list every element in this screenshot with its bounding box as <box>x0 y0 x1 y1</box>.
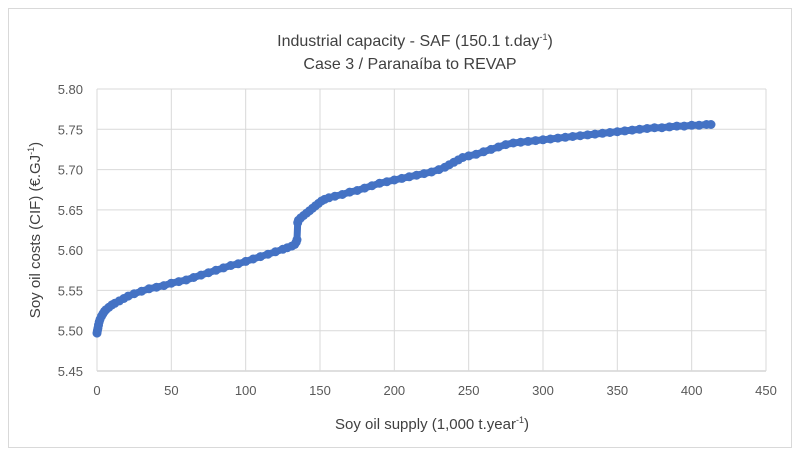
y-tick-label: 5.45 <box>58 364 83 379</box>
data-point <box>706 120 716 129</box>
data-point <box>493 142 503 152</box>
data-point <box>664 122 674 132</box>
x-tick-label: 400 <box>681 383 703 398</box>
data-point <box>605 128 615 137</box>
data-point <box>382 177 392 187</box>
data-point <box>137 286 147 296</box>
data-point <box>627 125 637 135</box>
y-tick-label: 5.55 <box>58 283 83 298</box>
data-point <box>635 124 645 134</box>
data-point <box>538 135 548 145</box>
y-axis-label: Soy oil costs (CIF) (€.GJ-1) <box>26 142 44 318</box>
data-point <box>226 261 236 270</box>
data-point <box>256 252 265 262</box>
x-tick-label: 0 <box>93 383 100 398</box>
data-point <box>523 136 533 146</box>
data-point <box>508 138 518 148</box>
data-point <box>397 173 407 183</box>
y-tick-label: 5.65 <box>58 203 83 218</box>
data-point <box>583 130 593 140</box>
x-axis-label: Soy oil supply (1,000 t.year-1) <box>335 415 529 433</box>
data-point <box>211 265 221 275</box>
data-point <box>486 144 496 154</box>
data-point <box>479 147 488 157</box>
x-tick-label: 150 <box>309 383 331 398</box>
data-point <box>233 259 243 269</box>
chart-frame <box>8 8 792 448</box>
y-tick-label: 5.60 <box>58 243 83 258</box>
data-point <box>144 284 154 294</box>
data-point <box>345 187 355 197</box>
x-tick-label: 300 <box>532 383 554 398</box>
data-point <box>471 149 481 159</box>
data-point <box>553 133 563 143</box>
data-point <box>360 183 370 193</box>
y-tick-label: 5.70 <box>58 163 83 178</box>
y-tick-labels: 5.45 5.50 5.55 5.60 5.65 5.70 5.75 5.80 <box>58 82 83 379</box>
x-tick-label: 450 <box>755 383 777 398</box>
data-point <box>181 275 191 285</box>
data-points <box>92 120 716 338</box>
data-point <box>590 129 600 139</box>
data-point <box>679 121 689 131</box>
data-point <box>375 178 384 188</box>
y-tick-label: 5.50 <box>58 324 83 339</box>
chart-title-line2: Case 3 / Paranaíba to REVAP <box>303 56 516 73</box>
y-tick-label: 5.80 <box>58 82 83 97</box>
data-point <box>189 273 199 282</box>
data-point <box>568 132 578 141</box>
data-point <box>598 128 607 138</box>
data-point <box>166 278 176 288</box>
x-tick-label: 50 <box>164 383 178 398</box>
data-point <box>389 175 399 185</box>
data-point <box>412 170 422 180</box>
data-point <box>427 167 436 177</box>
data-point <box>419 169 429 179</box>
x-tick-labels: 0 50 100 150 200 250 300 350 400 450 <box>93 383 776 398</box>
data-point <box>330 191 340 201</box>
data-point <box>501 140 511 150</box>
data-point <box>657 123 667 133</box>
data-point <box>292 235 302 245</box>
data-point <box>650 123 659 133</box>
data-point <box>263 249 273 259</box>
x-tick-label: 100 <box>235 383 257 398</box>
data-point <box>620 126 630 136</box>
chart-title-line1: Industrial capacity - SAF (150.1 t.day-1… <box>277 32 553 50</box>
data-point <box>174 277 184 287</box>
data-point <box>248 254 258 264</box>
data-point <box>129 289 139 299</box>
data-point <box>218 263 228 273</box>
data-point <box>159 281 169 291</box>
data-point <box>337 190 347 199</box>
x-tick-label: 200 <box>383 383 405 398</box>
data-point <box>694 120 704 130</box>
data-point <box>464 151 474 161</box>
x-tick-label: 350 <box>606 383 628 398</box>
data-point <box>516 137 526 147</box>
data-point <box>575 131 585 141</box>
data-point <box>152 282 161 292</box>
data-point <box>687 120 697 130</box>
data-point <box>531 136 541 146</box>
data-point <box>367 181 377 191</box>
data-point <box>352 186 362 195</box>
x-tick-label: 250 <box>458 383 480 398</box>
data-point <box>612 127 622 137</box>
data-point <box>672 121 682 131</box>
data-point <box>545 134 555 144</box>
data-point <box>270 247 280 257</box>
data-point <box>204 268 213 278</box>
data-point <box>642 124 652 133</box>
series-line <box>93 121 715 337</box>
grid <box>96 88 767 372</box>
y-tick-label: 5.75 <box>58 122 83 137</box>
data-point <box>560 132 570 142</box>
data-point <box>241 256 251 266</box>
data-point <box>404 172 414 182</box>
data-point <box>196 270 206 280</box>
